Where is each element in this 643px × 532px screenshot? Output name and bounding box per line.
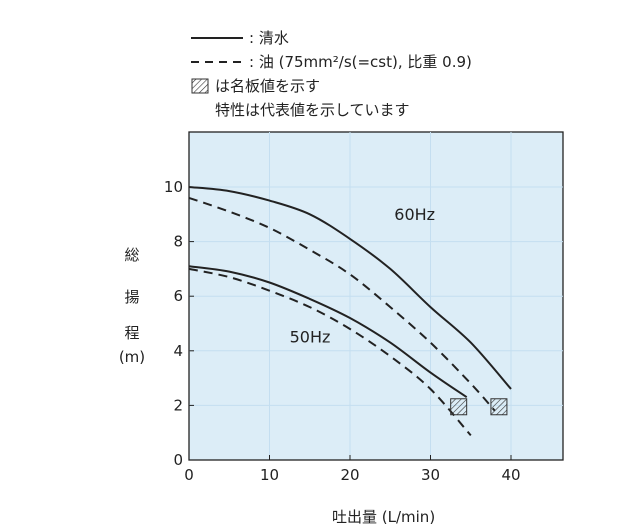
dashed-line-icon (191, 61, 243, 63)
y-label-char: 程 (124, 324, 140, 342)
legend-note-row: 特性は代表値を示しています (191, 98, 472, 122)
solid-line-icon (191, 37, 243, 39)
gridlines (189, 132, 563, 460)
characteristics-note: 特性は代表値を示しています (215, 101, 410, 119)
legend-solid-label: : 清水 (249, 29, 289, 47)
legend: : 清水 : 油 (75mm²/s(=cst), 比重 0.9) は名板値を示す… (191, 26, 472, 122)
x-tick-label: 40 (501, 466, 520, 484)
axis-ticks: 0 10 20 30 40 0 2 4 6 8 10 (164, 178, 521, 484)
x-tick-label: 20 (340, 466, 359, 484)
legend-hatch-entry: は名板値を示す (191, 74, 472, 98)
curves (188, 186, 512, 437)
legend-solid-entry: : 清水 (191, 26, 472, 50)
series-line-solid (188, 186, 512, 390)
series-line-solid (188, 265, 468, 399)
y-tick-label: 0 (173, 451, 183, 469)
legend-dashed-label: : 油 (75mm²/s(=cst), 比重 0.9) (249, 53, 472, 71)
rated-point-marker (490, 398, 508, 416)
x-axis-label: 吐出量 (L/min) (332, 508, 436, 526)
y-tick-label: 4 (173, 342, 183, 360)
y-tick-label: 6 (173, 287, 183, 305)
y-tick-label: 8 (173, 233, 183, 251)
legend-dashed-entry: : 油 (75mm²/s(=cst), 比重 0.9) (191, 50, 472, 74)
rated-points (450, 398, 508, 416)
y-label-char: 揚 (124, 288, 140, 306)
y-label-unit: (m) (118, 348, 146, 366)
hatch-square-icon (191, 78, 209, 94)
curve-label: 60Hz (394, 205, 435, 224)
x-tick-label: 10 (260, 466, 279, 484)
y-tick-label: 10 (164, 178, 183, 196)
y-tick-label: 2 (173, 396, 183, 414)
x-tick-label: 0 (184, 466, 194, 484)
rated-point-marker (450, 398, 468, 416)
curve-labels: 60Hz 50Hz (290, 205, 435, 347)
y-label-char: 総 (124, 246, 140, 264)
x-tick-label: 30 (421, 466, 440, 484)
legend-hatch-label: は名板値を示す (215, 77, 321, 95)
curve-label: 50Hz (290, 328, 331, 347)
